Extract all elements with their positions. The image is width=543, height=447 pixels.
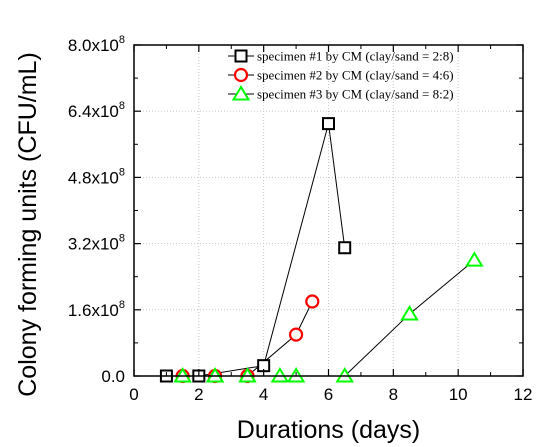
series-markers	[159, 117, 484, 384]
y-tick-label: 6.4x108	[68, 100, 125, 121]
series-3-point	[400, 304, 419, 321]
axis-ticks	[133, 44, 524, 377]
series-2-point	[305, 294, 320, 309]
x-tick-label: 2	[194, 385, 203, 404]
x-tick-label: 4	[259, 385, 268, 404]
legend-label: specimen #2 by CM (clay/sand = 4:6)	[257, 68, 454, 83]
y-tick-labels: 0.0 1.6x108 3.2x108 4.8x108 6.4x108 8.0x108	[68, 34, 125, 386]
legend-label: specimen #1 by CM (clay/sand = 2:8)	[257, 49, 454, 64]
series-lines	[166, 123, 475, 377]
y-tick-label: 0.0	[101, 367, 125, 386]
series-2-point	[288, 327, 304, 342]
y-axis-title: Colony forming units (CFU/mL)	[14, 52, 42, 397]
x-tick-label: 6	[324, 385, 333, 404]
x-tick-label: 8	[389, 385, 398, 404]
series-1-point	[322, 117, 335, 131]
series-1-point	[338, 241, 352, 255]
x-axis-title: Durations (days)	[237, 416, 420, 444]
y-tick-label: 1.6x108	[68, 299, 125, 320]
legend-marker	[231, 85, 251, 101]
series-1-line	[166, 123, 346, 377]
y-tick-label: 8.0x108	[68, 34, 125, 55]
x-tick-label: 10	[449, 385, 468, 404]
x-tick-label: 0	[129, 385, 138, 404]
x-tick-labels: 0 2 4 6 8 10 12	[129, 385, 532, 404]
series-3-point	[465, 251, 484, 267]
legend-marker	[233, 67, 249, 83]
legend-label: specimen #3 by CM (clay/sand = 8:2)	[257, 87, 454, 102]
legend: specimen #1 by CM (clay/sand = 2:8) speci…	[228, 49, 454, 102]
y-tick-label: 3.2x108	[68, 233, 125, 254]
x-tick-label: 12	[514, 385, 533, 404]
grid	[134, 45, 523, 376]
legend-marker	[234, 49, 248, 63]
y-tick-label: 4.8x108	[68, 166, 125, 187]
